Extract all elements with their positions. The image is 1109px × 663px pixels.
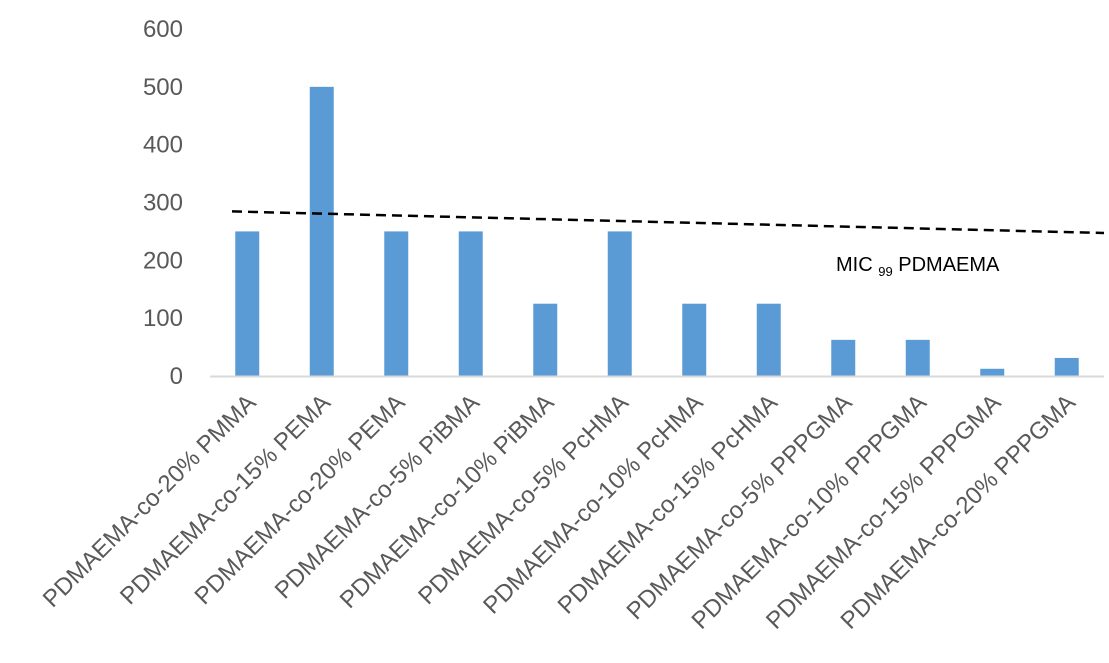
bar <box>458 231 483 376</box>
y-tick-label: 600 <box>143 16 183 43</box>
y-axis: 0 100 200 300 400 500 600 <box>143 16 183 390</box>
bar <box>309 86 334 376</box>
y-tick-label: 200 <box>143 247 183 274</box>
y-tick-label: 0 <box>170 363 183 390</box>
reference-label-rest: PDMAEMA <box>898 254 1000 276</box>
bar <box>235 231 260 376</box>
y-tick-label: 300 <box>143 190 183 217</box>
bar <box>682 303 707 376</box>
bar <box>756 303 781 376</box>
y-tick-label: 500 <box>143 74 183 101</box>
bars <box>235 86 1079 376</box>
bar <box>384 231 409 376</box>
bar <box>905 339 930 376</box>
reference-label-subscript: 99 <box>878 264 892 279</box>
y-tick-label: 400 <box>143 132 183 159</box>
reference-line <box>231 210 1105 235</box>
bar <box>607 231 632 376</box>
bar <box>831 339 856 376</box>
y-tick-label: 100 <box>143 305 183 332</box>
reference-line-label: MIC 99 PDMAEMA <box>836 254 1000 281</box>
reference-label-main: MIC <box>836 254 873 276</box>
bar <box>1054 357 1079 376</box>
bar <box>980 368 1005 376</box>
bar <box>533 303 558 376</box>
